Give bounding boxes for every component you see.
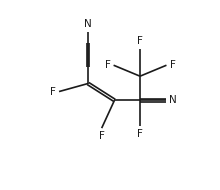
Text: F: F [50, 87, 56, 97]
Text: F: F [99, 131, 104, 141]
Text: N: N [84, 19, 92, 29]
Text: F: F [137, 129, 143, 139]
Text: F: F [105, 60, 110, 70]
Text: F: F [170, 60, 175, 70]
Text: N: N [169, 95, 176, 105]
Text: F: F [137, 36, 143, 46]
